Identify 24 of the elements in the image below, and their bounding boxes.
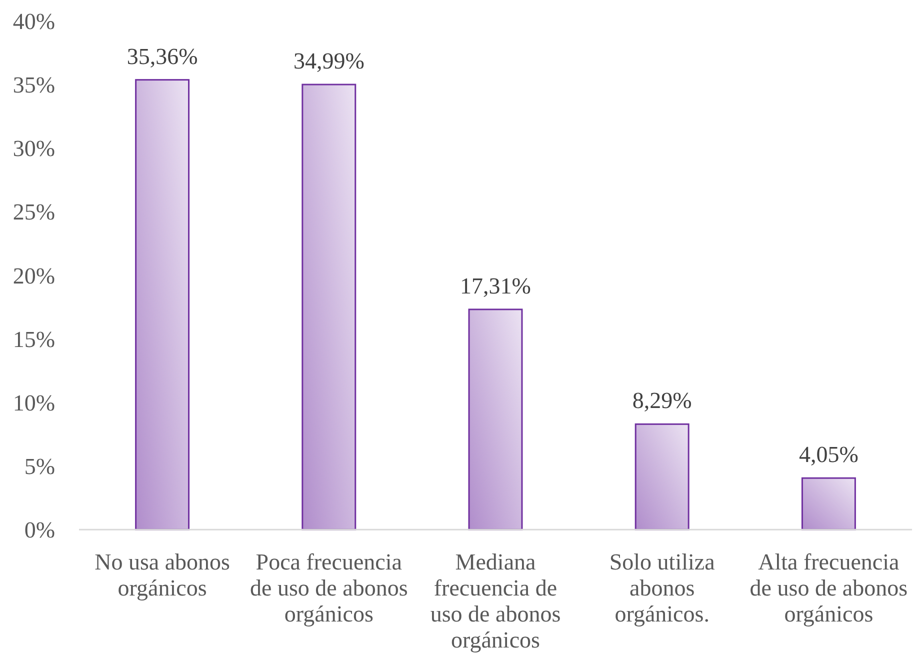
- data-label: 34,99%: [293, 48, 364, 74]
- x-tick-label: Solo utiliza abonos orgánicos.: [609, 550, 715, 627]
- y-tick-label: 5%: [24, 454, 55, 480]
- y-tick-label: 35%: [12, 72, 55, 98]
- x-tick-label: No usa abonos orgánicos: [94, 550, 230, 601]
- y-tick-label: 25%: [12, 200, 55, 225]
- bar: [468, 308, 523, 530]
- bar: [302, 84, 356, 530]
- y-tick-label: 0%: [24, 518, 55, 543]
- bar: [634, 423, 690, 530]
- x-tick-label: Mediana frecuencia de uso de abonos orgánicos: [430, 550, 561, 653]
- data-label: 35,36%: [126, 44, 198, 69]
- x-tick-label: Alta frecuencia de uso de abonos orgánicos: [750, 550, 908, 627]
- y-tick-label: 40%: [12, 8, 55, 34]
- data-label: 17,31%: [460, 273, 531, 298]
- bar: [135, 79, 190, 530]
- data-label: 4,05%: [798, 442, 858, 468]
- y-tick-label: 15%: [12, 326, 55, 352]
- y-tick-label: 30%: [12, 136, 55, 162]
- y-tick-label: 20%: [12, 263, 55, 288]
- data-label: 8,29%: [632, 388, 692, 414]
- x-tick-label: Poca frecuencia de uso de abonos orgánicos: [250, 550, 408, 627]
- y-tick-label: 10%: [12, 390, 55, 416]
- bar: [801, 477, 856, 530]
